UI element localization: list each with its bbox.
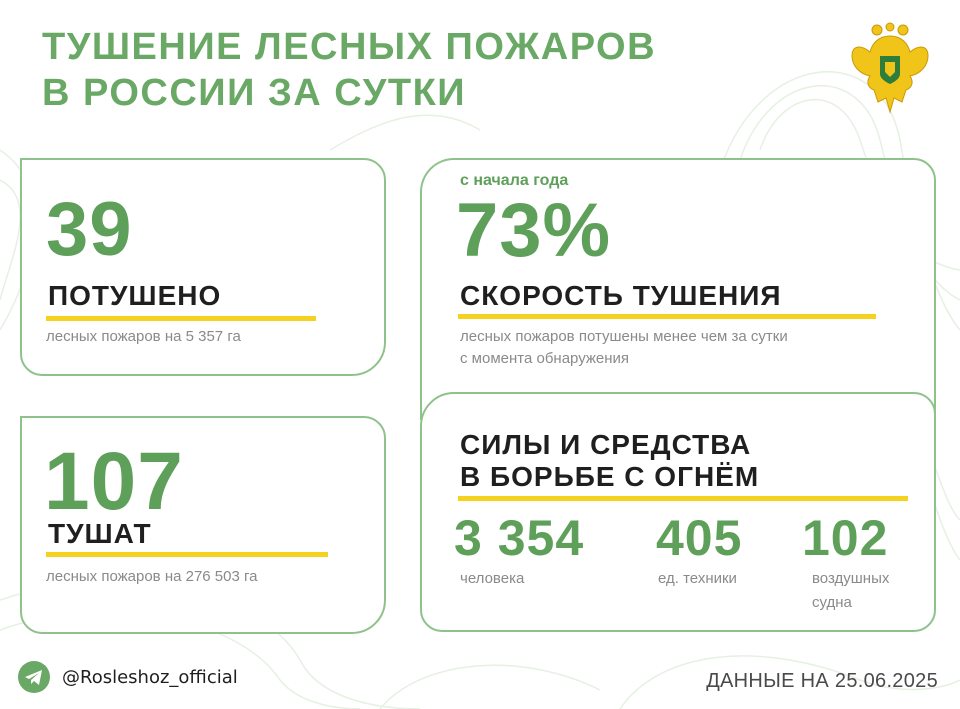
- coat-of-arms-icon: [851, 22, 929, 114]
- forces-underline: [458, 496, 908, 501]
- forces-aircraft-value: 102: [802, 510, 889, 566]
- forces-aircraft-label-line-2: судна: [812, 594, 852, 611]
- forces-vehicles-value: 405: [656, 510, 743, 566]
- telegram-icon[interactable]: [18, 661, 50, 693]
- speed-label: СКОРОСТЬ ТУШЕНИЯ: [460, 280, 782, 311]
- page-title: ТУШЕНИЕ ЛЕСНЫХ ПОЖАРОВ В РОССИИ ЗА СУТКИ: [42, 24, 656, 116]
- extinguished-underline: [46, 316, 316, 321]
- forces-aircraft-label-line-1: воздушных: [812, 570, 890, 587]
- extinguished-card: 39 ПОТУШЕНО лесных пожаров на 5 357 га: [20, 158, 386, 376]
- active-fires-label: ТУШАТ: [48, 518, 152, 549]
- active-fires-card: 107 ТУШАТ лесных пожаров на 276 503 га: [20, 416, 386, 634]
- telegram-handle[interactable]: @Rosleshoz_official: [62, 667, 238, 688]
- extinguished-label: ПОТУШЕНО: [48, 280, 222, 311]
- speed-description-line-2: с момента обнаружения: [460, 350, 630, 367]
- forces-people-value: 3 354: [454, 510, 585, 566]
- active-fires-description: лесных пожаров на 276 503 га: [46, 568, 258, 585]
- speed-card: с начала года 73% СКОРОСТЬ ТУШЕНИЯ лесны…: [420, 158, 936, 420]
- forces-title-line-2: В БОРЬБЕ С ОГНЁМ: [460, 461, 760, 492]
- forces-card: СИЛЫ И СРЕДСТВА В БОРЬБЕ С ОГНЁМ 3 354 ч…: [420, 392, 936, 632]
- data-date: ДАННЫЕ НА 25.06.2025: [706, 670, 938, 692]
- forces-vehicles-label: ед. техники: [658, 570, 737, 587]
- page-title-line-1: ТУШЕНИЕ ЛЕСНЫХ ПОЖАРОВ: [42, 26, 657, 68]
- forces-people-label: человека: [460, 570, 525, 587]
- extinguished-value: 39: [46, 187, 133, 272]
- extinguished-description: лесных пожаров на 5 357 га: [46, 328, 241, 345]
- speed-underline: [458, 314, 876, 319]
- speed-value: 73%: [456, 188, 612, 273]
- forces-title-line-1: СИЛЫ И СРЕДСТВА: [460, 429, 752, 460]
- active-fires-value: 107: [44, 436, 184, 527]
- active-fires-underline: [46, 552, 328, 557]
- page-title-line-2: В РОССИИ ЗА СУТКИ: [42, 72, 467, 114]
- speed-caption: с начала года: [460, 172, 569, 189]
- speed-description-line-1: лесных пожаров потушены менее чем за сут…: [460, 328, 788, 345]
